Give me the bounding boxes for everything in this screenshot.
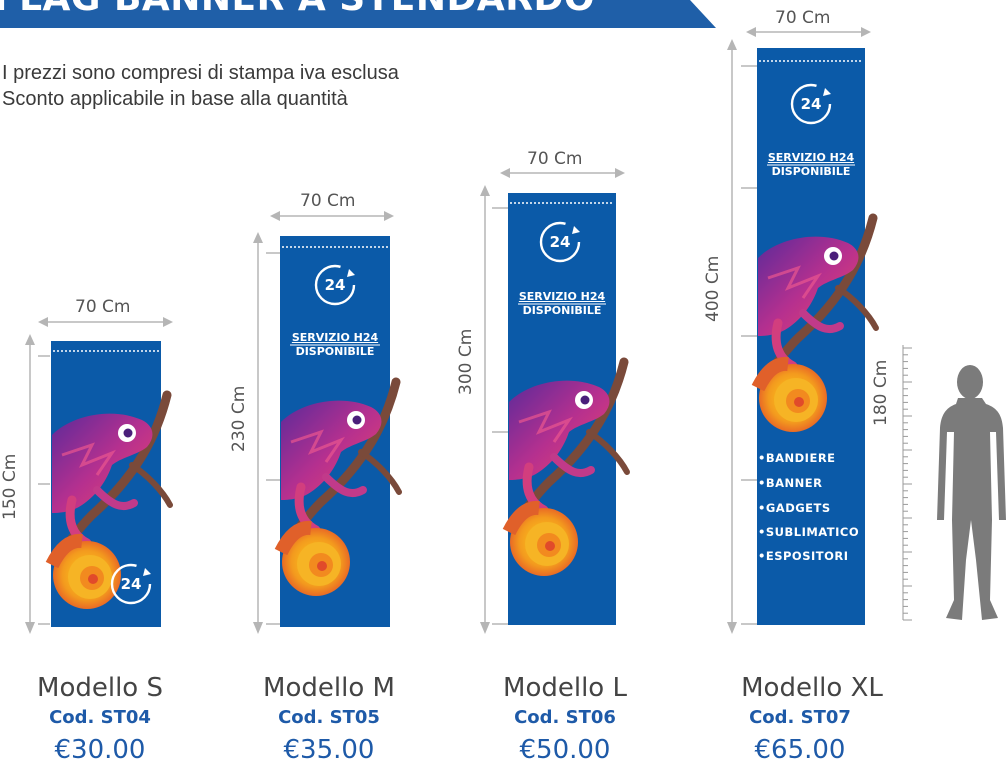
model-price-m: €35.00 xyxy=(283,735,375,765)
service-line-2: DISPONIBILE xyxy=(771,165,851,178)
width-label-xl: 70 Cm xyxy=(775,8,831,28)
banner-s xyxy=(51,341,170,627)
ruler-l xyxy=(480,168,625,634)
height-label-m: 230 Cm xyxy=(229,385,249,452)
height-label-s: 150 Cm xyxy=(0,453,20,520)
banner-xl xyxy=(757,48,876,625)
page-title: FLAG BANNER A STENDARDO xyxy=(0,0,595,19)
bullet-item: •GADGETS xyxy=(758,501,831,515)
height-label-l: 300 Cm xyxy=(456,328,476,395)
badge-24-l: 24 xyxy=(549,233,571,251)
model-code-l: Cod. ST06 xyxy=(514,707,616,728)
badge-24-m: 24 xyxy=(324,276,346,294)
model-price-s: €30.00 xyxy=(54,735,146,765)
width-label-s: 70 Cm xyxy=(75,297,131,317)
model-price-xl: €65.00 xyxy=(754,735,846,765)
banner-m xyxy=(280,236,399,627)
height-label-xl: 400 Cm xyxy=(703,255,723,322)
model-name-xl: Modello XL xyxy=(741,673,883,703)
bullet-item: •BANDIERE xyxy=(758,451,836,465)
model-name-s: Modello S xyxy=(37,673,163,703)
service-line-2: DISPONIBILE xyxy=(295,345,375,358)
banner-l xyxy=(508,193,627,625)
service-line-1: SERVIZIO H24 xyxy=(767,151,855,164)
bullet-item: •SUBLIMATICO xyxy=(758,525,860,539)
badge-24-xl: 24 xyxy=(800,95,822,113)
discount-note: Sconto applicabile in base alla quantità xyxy=(2,88,348,110)
ruler-s xyxy=(25,317,173,634)
ruler-xl xyxy=(727,27,871,634)
title-banner: FLAG BANNER A STENDARDO xyxy=(0,0,718,30)
model-code-s: Cod. ST04 xyxy=(49,707,151,728)
height-label-person: 180 Cm xyxy=(871,359,891,426)
service-text-l: SERVIZIO H24 DISPONIBILE xyxy=(512,290,612,318)
width-label-m: 70 Cm xyxy=(300,191,356,211)
bullet-item: •BANNER xyxy=(758,476,823,490)
model-code-xl: Cod. ST07 xyxy=(749,707,851,728)
person-silhouette xyxy=(937,365,1006,620)
badge-24-s: 24 xyxy=(120,575,142,593)
model-name-m: Modello M xyxy=(263,673,395,703)
service-line-1: SERVIZIO H24 xyxy=(518,290,606,303)
model-name-l: Modello L xyxy=(503,673,627,703)
service-line-1: SERVIZIO H24 xyxy=(291,331,379,344)
bullet-item: •ESPOSITORI xyxy=(758,549,849,563)
service-line-2: DISPONIBILE xyxy=(522,304,602,317)
intro-text: I prezzi sono compresi di stampa iva esc… xyxy=(2,60,399,112)
width-label-l: 70 Cm xyxy=(527,149,583,169)
ruler-m xyxy=(253,211,394,634)
model-code-m: Cod. ST05 xyxy=(278,707,380,728)
service-text-m: SERVIZIO H24 DISPONIBILE xyxy=(285,331,385,359)
ruler-ticks xyxy=(903,347,912,621)
service-text-xl: SERVIZIO H24 DISPONIBILE xyxy=(761,151,861,179)
model-price-l: €50.00 xyxy=(519,735,611,765)
price-note: I prezzi sono compresi di stampa iva esc… xyxy=(2,62,399,84)
